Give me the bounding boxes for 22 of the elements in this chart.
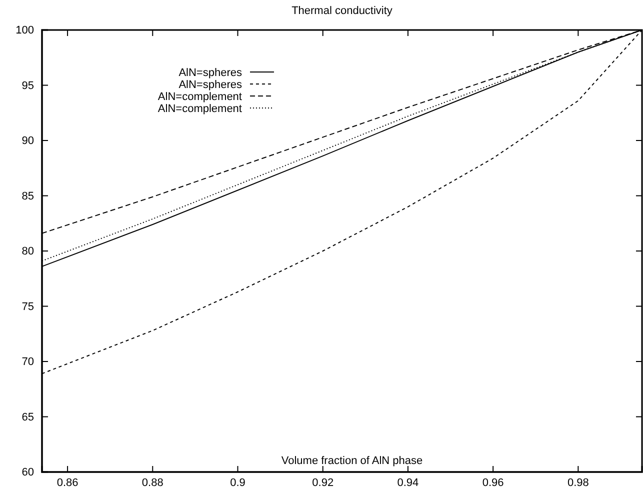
x-tick-label: 0.92 — [312, 476, 334, 489]
y-tick-label: 85 — [22, 190, 34, 202]
x-tick-label: 0.86 — [56, 476, 78, 489]
legend-label: AlN=spheres — [178, 67, 242, 79]
y-tick-label: 75 — [22, 300, 34, 313]
y-tick-label: 90 — [22, 135, 34, 148]
legend-label: AlN=complement — [158, 103, 242, 115]
y-tick-label: 65 — [22, 411, 34, 424]
legend-label: AlN=complement — [158, 91, 242, 103]
chart-title: Thermal conductivity — [292, 5, 393, 17]
x-tick-label: 0.94 — [397, 476, 419, 489]
y-tick-label: 60 — [22, 466, 34, 479]
x-tick-label: 0.88 — [142, 476, 164, 489]
y-tick-label: 95 — [22, 80, 34, 92]
x-tick-label: 0.98 — [567, 476, 589, 489]
y-tick-label: 80 — [22, 246, 34, 258]
y-tick-label: 70 — [22, 356, 34, 368]
x-tick-label: 0.96 — [482, 476, 504, 489]
legend-label: AlN=spheres — [178, 79, 242, 91]
x-tick-label: 0.9 — [230, 476, 246, 489]
y-tick-label: 100 — [16, 24, 34, 37]
x-axis-title: Volume fraction of AlN phase — [281, 455, 423, 467]
